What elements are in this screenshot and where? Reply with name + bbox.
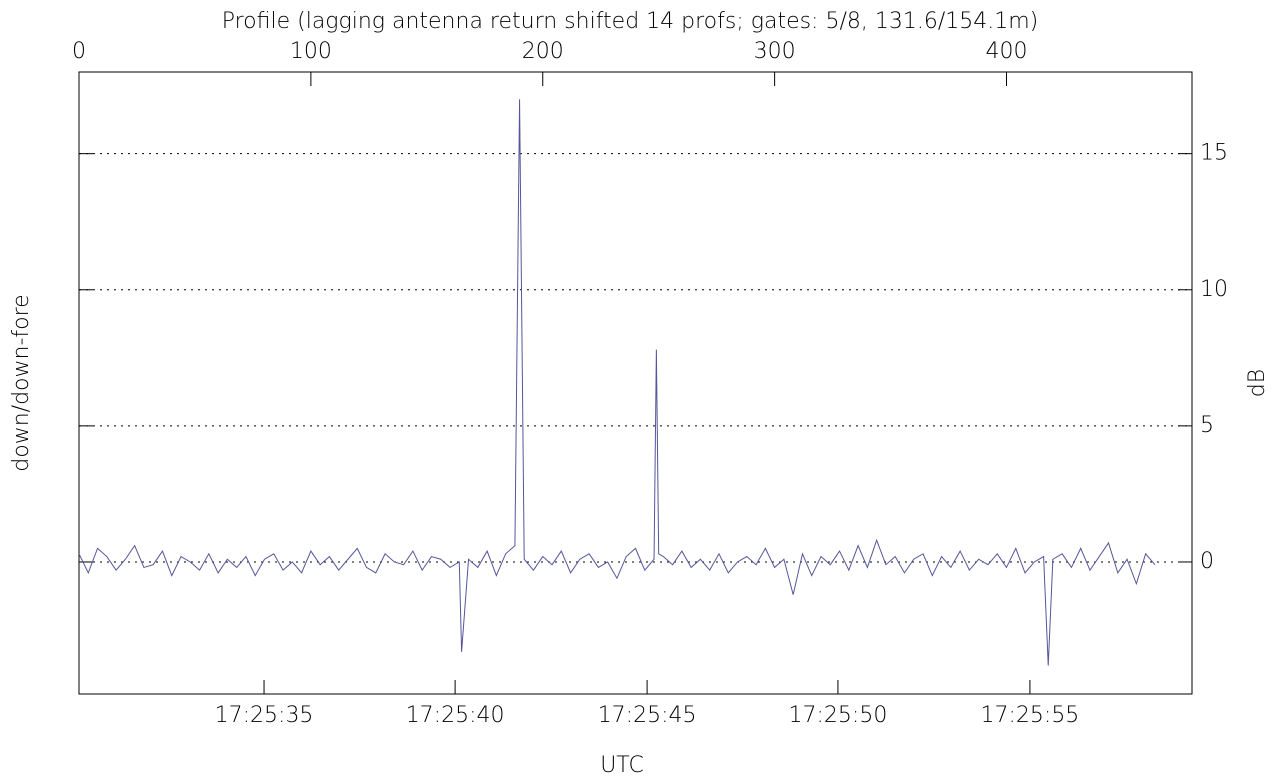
y-tick-label: 5 [1200,413,1214,438]
top-tick-label: 300 [754,39,796,64]
x-tick-label: 17:25:45 [598,703,697,728]
top-tick-label: 400 [986,39,1028,64]
y-tick-label: 10 [1200,277,1228,302]
x-tick-label: 17:25:50 [789,703,888,728]
y-axis-label: down/down-fore [9,294,34,471]
x-tick-label: 17:25:35 [215,703,314,728]
y2-axis-label: dB [1245,369,1270,397]
top-tick-label: 0 [72,39,86,64]
y-tick-label: 0 [1200,549,1214,574]
plot-frame [78,71,1193,695]
top-tick-label: 200 [522,39,564,64]
x-tick-label: 17:25:55 [981,703,1080,728]
x-tick-label: 17:25:40 [406,703,505,728]
y-tick-label: 15 [1200,141,1228,166]
chart-title: Profile (lagging antenna return shifted … [222,9,1039,34]
data-line [78,99,1156,666]
x-axis-label: UTC [600,753,644,778]
top-tick-label: 100 [290,39,332,64]
